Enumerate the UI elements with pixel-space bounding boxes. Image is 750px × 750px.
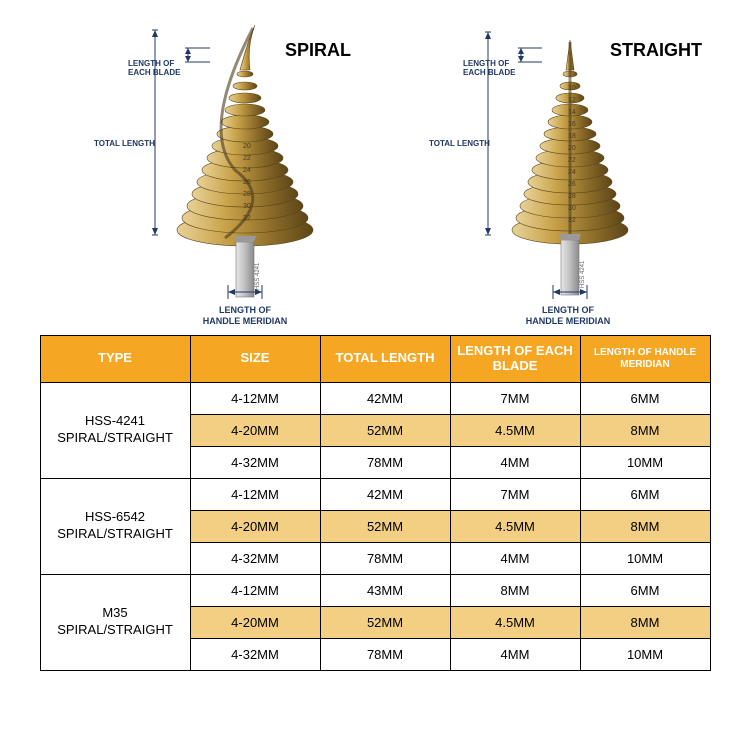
cell-size: 4-12MM — [190, 574, 320, 606]
straight-step-26: 26 — [568, 181, 576, 188]
cell-blade: 4MM — [450, 542, 580, 574]
spec-table-head: TYPE SIZE TOTAL LENGTH LENGTH OF EACH BL… — [40, 336, 710, 383]
cell-meridian: 6MM — [580, 382, 710, 414]
cell-size: 4-20MM — [190, 510, 320, 542]
cell-total: 78MM — [320, 446, 450, 478]
spiral-step-26: 26 — [243, 179, 251, 186]
spiral-step-28: 28 — [243, 191, 251, 198]
cell-size: 4-32MM — [190, 638, 320, 670]
straight-step-10: 10 — [568, 85, 576, 92]
cell-meridian: 10MM — [580, 638, 710, 670]
spiral-shank-mark: HSS 4241 — [255, 263, 261, 290]
spiral-step-22: 22 — [243, 155, 251, 162]
cell-total: 52MM — [320, 606, 450, 638]
cell-total: 42MM — [320, 382, 450, 414]
th-type: TYPE — [40, 336, 190, 383]
table-row: M35SPIRAL/STRAIGHT 4-12MM 43MM 8MM 6MM — [40, 574, 710, 606]
straight-step-18: 18 — [568, 133, 576, 140]
cell-blade: 4MM — [450, 446, 580, 478]
table-row: HSS-6542SPIRAL/STRAIGHT 4-12MM 42MM 7MM … — [40, 478, 710, 510]
cell-blade: 4.5MM — [450, 510, 580, 542]
spiral-step-32: 32 — [243, 215, 251, 222]
th-meridian: LENGTH OF HANDLE MERIDIAN — [580, 336, 710, 383]
cell-size: 4-20MM — [190, 606, 320, 638]
cell-blade: 7MM — [450, 382, 580, 414]
straight-shank-mark: HSS 4241 — [580, 261, 586, 288]
diagram-area: SPIRAL LENGTH OFEACH BLADE TOTAL LENGTH … — [0, 0, 750, 330]
spec-table-body: HSS-4241SPIRAL/STRAIGHT 4-12MM 42MM 7MM … — [40, 382, 710, 670]
cell-meridian: 10MM — [580, 446, 710, 478]
type-cell: M35SPIRAL/STRAIGHT — [40, 574, 190, 670]
cell-total: 78MM — [320, 542, 450, 574]
cell-blade: 4.5MM — [450, 606, 580, 638]
cell-meridian: 8MM — [580, 414, 710, 446]
type-cell: HSS-6542SPIRAL/STRAIGHT — [40, 478, 190, 574]
cell-size: 4-12MM — [190, 478, 320, 510]
straight-step-28: 28 — [568, 193, 576, 200]
cell-total: 78MM — [320, 638, 450, 670]
cell-size: 4-12MM — [190, 382, 320, 414]
straight-step-32: 32 — [568, 217, 576, 224]
cell-meridian: 8MM — [580, 606, 710, 638]
straight-step-14: 14 — [568, 109, 576, 116]
cell-total: 52MM — [320, 414, 450, 446]
cell-total: 42MM — [320, 478, 450, 510]
spiral-step-20: 20 — [243, 143, 251, 150]
straight-step-20: 20 — [568, 145, 576, 152]
straight-step-22: 22 — [568, 157, 576, 164]
spiral-step-30: 30 — [243, 203, 251, 210]
cell-meridian: 6MM — [580, 574, 710, 606]
cell-meridian: 10MM — [580, 542, 710, 574]
cell-blade: 4MM — [450, 638, 580, 670]
cell-meridian: 6MM — [580, 478, 710, 510]
type-cell: HSS-4241SPIRAL/STRAIGHT — [40, 382, 190, 478]
cell-total: 52MM — [320, 510, 450, 542]
cell-blade: 4.5MM — [450, 414, 580, 446]
cell-blade: 8MM — [450, 574, 580, 606]
straight-step-16: 16 — [568, 121, 576, 128]
spec-table: TYPE SIZE TOTAL LENGTH LENGTH OF EACH BL… — [40, 335, 711, 671]
cell-size: 4-32MM — [190, 542, 320, 574]
cell-total: 43MM — [320, 574, 450, 606]
th-total: TOTAL LENGTH — [320, 336, 450, 383]
cell-blade: 7MM — [450, 478, 580, 510]
cell-size: 4-20MM — [190, 414, 320, 446]
cell-size: 4-32MM — [190, 446, 320, 478]
straight-step-24: 24 — [568, 169, 576, 176]
straight-step-30: 30 — [568, 205, 576, 212]
th-blade: LENGTH OF EACH BLADE — [450, 336, 580, 383]
th-size: SIZE — [190, 336, 320, 383]
cell-meridian: 8MM — [580, 510, 710, 542]
table-row: HSS-4241SPIRAL/STRAIGHT 4-12MM 42MM 7MM … — [40, 382, 710, 414]
straight-step-12: 12 — [568, 97, 576, 104]
spiral-step-24: 24 — [243, 167, 251, 174]
